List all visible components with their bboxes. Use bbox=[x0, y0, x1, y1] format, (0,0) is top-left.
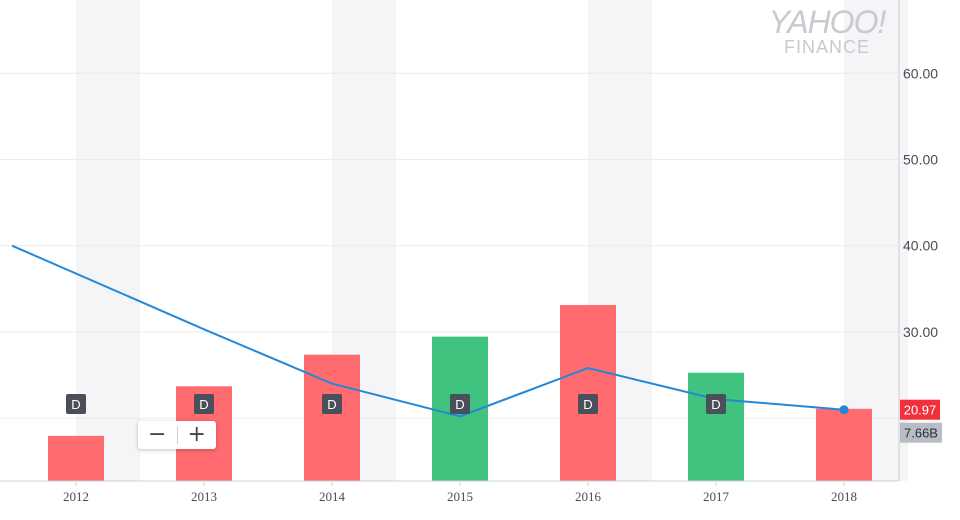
last-volume-tag bbox=[900, 422, 942, 443]
dividend-marker[interactable]: D bbox=[450, 394, 470, 414]
volume-bar bbox=[304, 354, 360, 481]
dividend-marker-label: D bbox=[327, 397, 336, 412]
zoom-in-button[interactable]: + bbox=[187, 422, 206, 447]
last-price-tag bbox=[900, 399, 940, 420]
x-tick-label: 2013 bbox=[191, 489, 217, 504]
volume-bars bbox=[48, 305, 872, 481]
year-band bbox=[844, 0, 908, 481]
x-tick-label: 2014 bbox=[319, 489, 346, 504]
yahoo-finance-logo: YAHOO! FINANCE bbox=[762, 6, 892, 56]
dividend-marker[interactable]: D bbox=[706, 394, 726, 414]
dividend-marker-label: D bbox=[199, 397, 208, 412]
dividend-marker[interactable]: D bbox=[66, 394, 86, 414]
logo-line-2: FINANCE bbox=[783, 37, 870, 57]
logo-line-1: YAHOO! bbox=[768, 4, 887, 40]
dividend-marker-label: D bbox=[711, 397, 720, 412]
year-band bbox=[76, 0, 140, 481]
volume-bar bbox=[48, 435, 104, 481]
volume-bar bbox=[816, 408, 872, 481]
dividend-marker-box bbox=[706, 394, 726, 414]
y-tick-label: 40.00 bbox=[903, 238, 938, 254]
last-volume-label: 7.66B bbox=[904, 426, 938, 441]
volume-bar bbox=[688, 372, 744, 481]
y-tick-label: 60.00 bbox=[903, 65, 938, 81]
axes: 60.00 50.00 40.00 30.00 2012 2013 2014 2015 2016… bbox=[0, 0, 942, 504]
dividend-marker-label: D bbox=[583, 397, 592, 412]
last-price-label: 20.97 bbox=[904, 403, 937, 418]
x-tick-label: 2018 bbox=[831, 489, 857, 504]
dividend-marker[interactable]: D bbox=[194, 394, 214, 414]
dividend-marker-box bbox=[578, 394, 598, 414]
dividend-marker[interactable]: D bbox=[578, 394, 598, 414]
y-tick-label: 30.00 bbox=[903, 324, 938, 340]
zoom-separator bbox=[176, 426, 178, 444]
dividend-marker-box bbox=[322, 394, 342, 414]
dividend-marker[interactable]: D bbox=[322, 394, 342, 414]
dividend-marker-label: D bbox=[455, 397, 464, 412]
dividend-marker-label: D bbox=[71, 397, 80, 412]
y-tick-label: 50.00 bbox=[903, 151, 938, 167]
dividend-marker-box bbox=[66, 394, 86, 414]
volume-bar bbox=[560, 305, 616, 481]
x-tick-label: 2016 bbox=[575, 489, 602, 504]
dividend-marker-box bbox=[450, 394, 470, 414]
dividend-marker-box bbox=[194, 394, 214, 414]
x-tick-label: 2015 bbox=[447, 489, 473, 504]
year-bands bbox=[76, 0, 908, 481]
last-price-point bbox=[839, 405, 849, 415]
zoom-out-button[interactable]: − bbox=[148, 422, 167, 447]
x-tick-label: 2017 bbox=[703, 489, 730, 504]
zoom-control: − + bbox=[138, 421, 216, 449]
x-tick-label: 2012 bbox=[63, 489, 89, 504]
